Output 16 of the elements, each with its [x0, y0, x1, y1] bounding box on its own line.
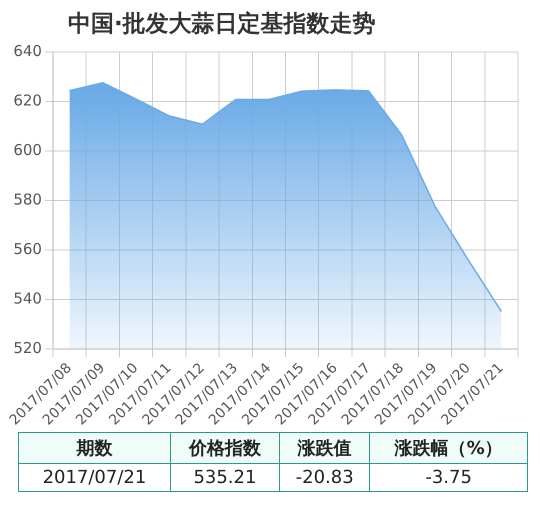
- text: 价格指数: [170, 432, 280, 464]
- y-tick-label: 620: [13, 91, 42, 110]
- y-tick-label: 520: [13, 338, 42, 357]
- text: 涨跌幅（%）: [370, 432, 528, 464]
- y-tick-label: 540: [13, 289, 42, 308]
- text: -20.83: [280, 464, 370, 492]
- text: -3.75: [370, 464, 528, 492]
- y-tick-label: 640: [13, 42, 42, 60]
- text: 期数: [18, 432, 170, 464]
- y-tick-label: 600: [13, 140, 42, 159]
- text: 535.21: [170, 464, 280, 492]
- text: 2017/07/21: [18, 464, 170, 492]
- text: 涨跌值: [280, 432, 370, 464]
- y-tick-label: 580: [13, 190, 42, 208]
- y-tick-label: 560: [13, 240, 42, 258]
- chart-title: 中国·批发大蒜日定基指数走势: [67, 10, 377, 39]
